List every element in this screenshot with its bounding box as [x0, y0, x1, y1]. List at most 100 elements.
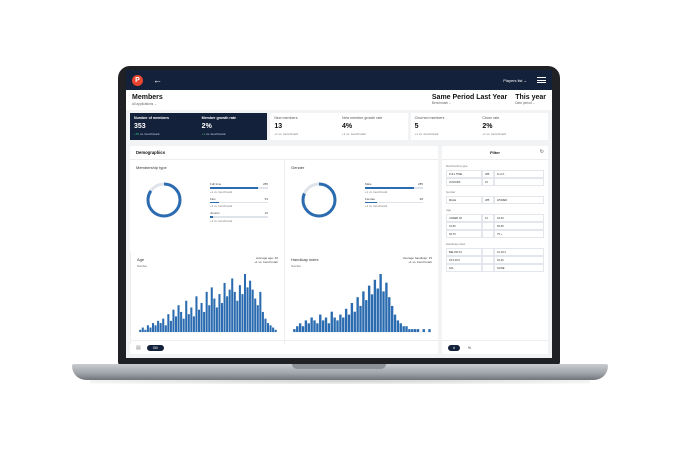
percent-mode-button[interactable]: %	[467, 345, 471, 350]
filter-row[interactable]: BELOW 10 10-18.4	[446, 248, 544, 256]
histogram-bar	[373, 279, 377, 332]
histogram-bar	[264, 318, 267, 332]
filter-cell[interactable]: 18.5-36.0	[446, 256, 482, 264]
benchmark-dropdown[interactable]: Benchmark ⌄	[431, 101, 452, 105]
app-selector[interactable]: All applications ⌄	[132, 102, 157, 106]
hamburger-icon[interactable]	[537, 77, 546, 83]
histogram-bar	[413, 329, 417, 332]
kpi-benchmark: +1 vs. benchmark	[342, 132, 366, 136]
filter-cell[interactable]: 66-75	[446, 230, 482, 238]
filter-row[interactable]: UNDER 18 12 18-30	[446, 214, 544, 222]
filter-cell[interactable]	[482, 256, 494, 264]
age-meta: Average age: 46 +1 vs. benchmark	[254, 256, 278, 264]
kpi-value: 353	[134, 123, 146, 130]
histogram-bar	[310, 317, 313, 332]
players-selector[interactable]: Players list ⌄	[503, 77, 527, 83]
kpi-card-new[interactable]: New members 13 +1 vs. benchmark New memb…	[270, 113, 408, 140]
filter-cell[interactable]: 31-50	[446, 222, 482, 230]
panel-title: Gender	[291, 165, 305, 170]
histogram-bar	[251, 289, 254, 332]
histogram-bar	[347, 314, 351, 332]
filter-cell[interactable]: MALE	[446, 196, 482, 204]
filter-cell[interactable]: 285	[482, 170, 494, 178]
legend-item[interactable]: Juniors 15 +1 vs. benchmark	[210, 211, 268, 223]
histogram-bar	[157, 320, 160, 332]
histogram-bar	[411, 329, 414, 332]
filter-cell[interactable]: 285	[482, 196, 494, 204]
histogram-bar	[316, 323, 319, 332]
legend-benchmark: +1 vs. benchmark	[365, 189, 388, 194]
demographics-panel: Demographics Membership type Full time 28…	[130, 146, 438, 354]
filter-cell[interactable]: UNDER 18	[446, 214, 482, 222]
membership-legend: Full time 285 +1 vs. benchmark Flex 53 +1 vs.…	[210, 182, 268, 226]
chart-icon[interactable]: ▤	[136, 344, 141, 351]
filter-cell[interactable]	[482, 248, 494, 256]
filter-cell[interactable]: 75 +	[494, 230, 544, 238]
filter-row[interactable]: FULL TIME 285 11.2 K	[446, 170, 544, 178]
gill-button[interactable]: Gill	[146, 344, 164, 351]
histogram-bar	[226, 296, 229, 332]
histogram-bar	[269, 325, 272, 332]
filter-cell[interactable]: JUNIORS	[446, 178, 482, 186]
filter-cell[interactable]: 50-65	[494, 222, 544, 230]
date-period-dropdown[interactable]: Date period ⌄	[515, 101, 536, 105]
filter-cell[interactable]: 26-36	[494, 256, 544, 264]
legend-item[interactable]: Female 68 +1 vs. benchmark	[365, 197, 423, 208]
filter-cell[interactable]: NONE	[494, 264, 544, 272]
filter-row[interactable]: 31-50 50-65	[446, 222, 544, 230]
histogram-bar	[159, 323, 162, 332]
histogram-bar	[203, 311, 206, 332]
histogram-bar	[293, 329, 296, 332]
legend-item[interactable]: Full time 285 +1 vs. benchmark	[210, 182, 268, 194]
filter-row[interactable]: MALE 285 WOMEN	[446, 196, 544, 204]
filter-cell[interactable]	[482, 230, 494, 238]
filter-cell[interactable]: 11.2 K	[494, 170, 544, 178]
histogram-bar	[399, 323, 402, 332]
filter-row[interactable]: 66-75 75 +	[446, 230, 544, 238]
filter-cell[interactable]: 12	[482, 214, 494, 222]
benchmark-period[interactable]: Same Period Last Year Benchmark ⌄	[432, 94, 507, 105]
filter-cell[interactable]	[482, 264, 494, 272]
refresh-icon[interactable]: ↻	[539, 149, 544, 155]
histogram-bar	[321, 320, 325, 332]
filter-cell[interactable]: WOMEN	[494, 196, 544, 204]
filter-cell[interactable]: BELOW 10	[446, 248, 482, 256]
filter-header: Filter ↻	[442, 146, 548, 160]
legend-value: 285	[262, 182, 268, 186]
histogram-bar	[197, 309, 201, 332]
filter-row[interactable]: 18.5-36.0 26-36	[446, 256, 544, 264]
histogram-bar	[301, 326, 305, 332]
filter-section: Gender MALE 285 WOMEN	[442, 190, 548, 204]
histogram-bar	[379, 274, 382, 332]
number-mode-button[interactable]: #	[448, 344, 460, 351]
legend-item[interactable]: Flex 53 +1 vs. benchmark	[210, 197, 268, 208]
filter-cell[interactable]: FULL TIME	[446, 170, 482, 178]
histogram-bar	[220, 303, 224, 332]
arrow-left-icon[interactable]: ←	[153, 74, 162, 85]
kpi-card-churn[interactable]: Churned members 5 +1 vs. benchmark Churn…	[410, 113, 548, 140]
histogram-bar	[195, 296, 198, 332]
histogram-bar	[274, 329, 277, 332]
brand-logo[interactable]: P	[132, 74, 143, 86]
handicap-histogram	[293, 274, 431, 333]
filter-cell[interactable]	[494, 178, 544, 186]
filter-cell[interactable]: N/A	[446, 264, 482, 272]
histogram-bar	[296, 326, 299, 332]
membership-donut	[146, 182, 182, 218]
filter-cell[interactable]: 10-18.4	[494, 248, 544, 256]
filter-cell[interactable]	[482, 222, 494, 230]
legend-item[interactable]: Male 285 +1 vs. benchmark	[365, 182, 423, 194]
filter-cell[interactable]: 18-30	[494, 214, 544, 222]
histogram-bar	[146, 325, 149, 332]
filter-cell[interactable]: 15	[482, 178, 494, 186]
histogram-bar	[370, 294, 374, 332]
histogram-bar	[362, 291, 365, 332]
filter-row[interactable]: JUNIORS 15	[446, 178, 544, 186]
histogram-bar	[353, 311, 356, 332]
kpi-card-members[interactable]: Number of members 353 +52 vs. benchmark …	[130, 113, 268, 140]
current-period[interactable]: This year Date period ⌄	[515, 94, 546, 105]
filter-section: Membership type FULL TIME 285 11.2 K JUNIORS…	[442, 164, 548, 186]
histogram-bar	[243, 274, 247, 332]
filter-row[interactable]: N/A NONE	[446, 264, 544, 272]
legend-label: Male	[365, 182, 372, 186]
